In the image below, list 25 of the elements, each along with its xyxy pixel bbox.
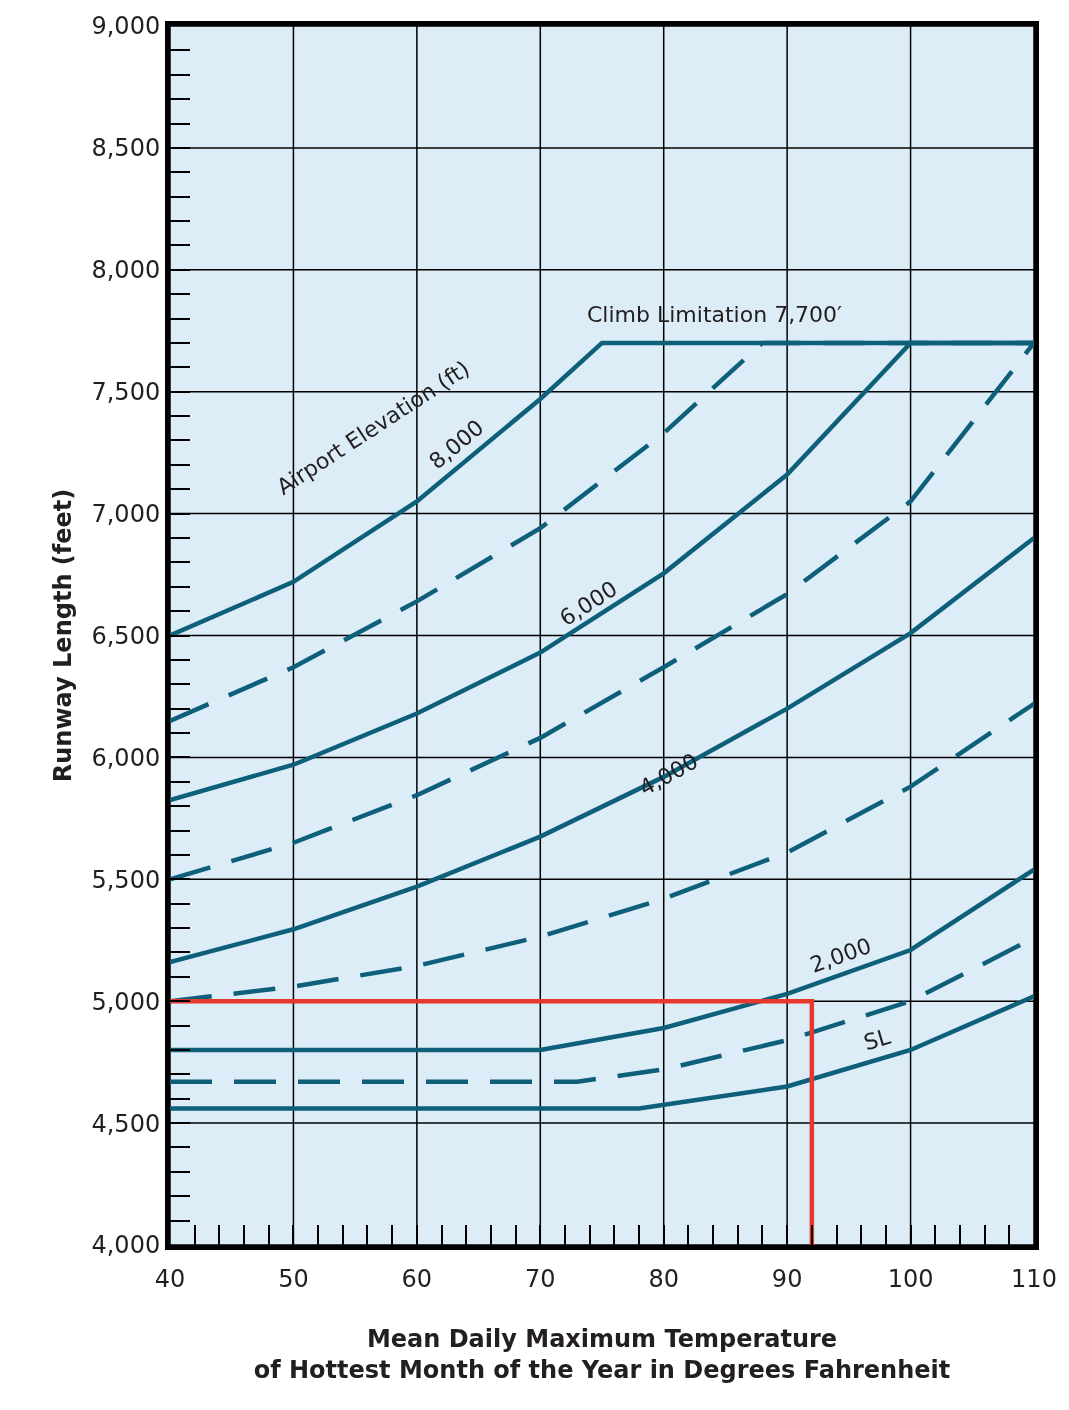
x-tick-label: 90 [771,1264,803,1293]
y-tick-label: 7,000 [91,500,161,528]
y-tick-label: 6,500 [91,621,161,650]
line-series [170,994,1034,1111]
y-tick-label: 5,500 [91,865,161,894]
y-tick-label: 8,000 [91,256,161,285]
x-tick-label: 100 [887,1264,934,1293]
y-tick-label: 7,500 [91,378,161,407]
x-tick-label: 60 [401,1264,433,1293]
y-tick-label: 6,000 [91,743,161,772]
text: 2,000 [806,933,875,978]
x-tick-label: 70 [525,1264,556,1293]
x-tick-label: 40 [154,1264,186,1293]
x-tick-label: 80 [648,1264,679,1293]
x-tick-label: 50 [278,1264,309,1293]
y-axis-title: Runway Length (feet) [48,488,77,783]
x-axis-title: Mean Daily Maximum Temperature of Hottest Month of the Year in Degrees Fahrenheit [253,1325,951,1385]
y-tick-label: 9,000 [91,12,161,41]
line-series [170,867,1034,1053]
x-tick-label: 110 [1011,1264,1057,1293]
text: SL [860,1023,894,1056]
y-tick-label: 4,000 [91,1231,161,1260]
y-tick-label: 8,500 [91,134,161,163]
y-tick-label: 4,500 [91,1109,161,1138]
y-tick-label: 5,000 [91,987,161,1016]
